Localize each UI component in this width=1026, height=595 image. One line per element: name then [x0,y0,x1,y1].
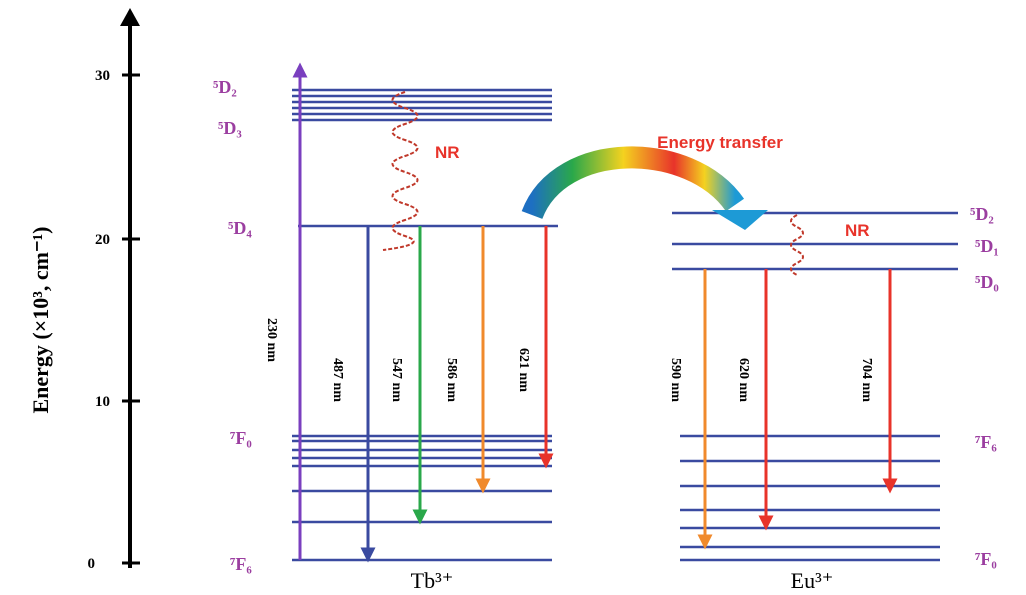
tick-label: 10 [95,394,110,410]
level-label: ⁷F₀ [230,428,252,448]
level-label: ⁵D₀ [975,272,999,292]
level-label: ⁵D₄ [228,218,252,238]
transition-label: 620 nm [736,358,751,402]
ion-label: Tb³⁺ [411,568,454,593]
nr-label: NR [845,221,870,240]
transition-label: 704 nm [859,358,874,402]
energy-axis: 0 10 20 30 Energy (×10³, cm⁻¹) [28,8,140,572]
energy-transfer-arrow [521,146,768,230]
transfer-label: Energy transfer [657,133,783,152]
tick-label: 30 [95,68,110,84]
level-label: ⁵D₂ [213,77,237,97]
ion-label: Eu³⁺ [791,568,834,593]
tb-levels [292,88,558,562]
transition-label: 586 nm [444,358,459,402]
transition-label: 547 nm [389,358,404,402]
eu-levels [672,211,958,562]
level-label: ⁵D₁ [975,236,999,256]
nr-label: NR [435,143,460,162]
tick-label: 0 [88,556,96,572]
level-label: ⁷F₀ [975,549,997,569]
level-label: ⁵D₂ [970,204,994,224]
transition-label: 230 nm [264,318,279,362]
level-label: ⁵D₃ [218,118,242,138]
level-label: ⁷F₆ [975,432,997,452]
tick-label: 20 [95,232,110,248]
transition-label: 590 nm [668,358,683,402]
transition-label: 487 nm [330,358,345,402]
transitions [292,62,898,563]
transition-label: 621 nm [516,348,531,392]
level-label: ⁷F₆ [230,554,252,574]
axis-label: Energy (×10³, cm⁻¹) [28,226,53,413]
